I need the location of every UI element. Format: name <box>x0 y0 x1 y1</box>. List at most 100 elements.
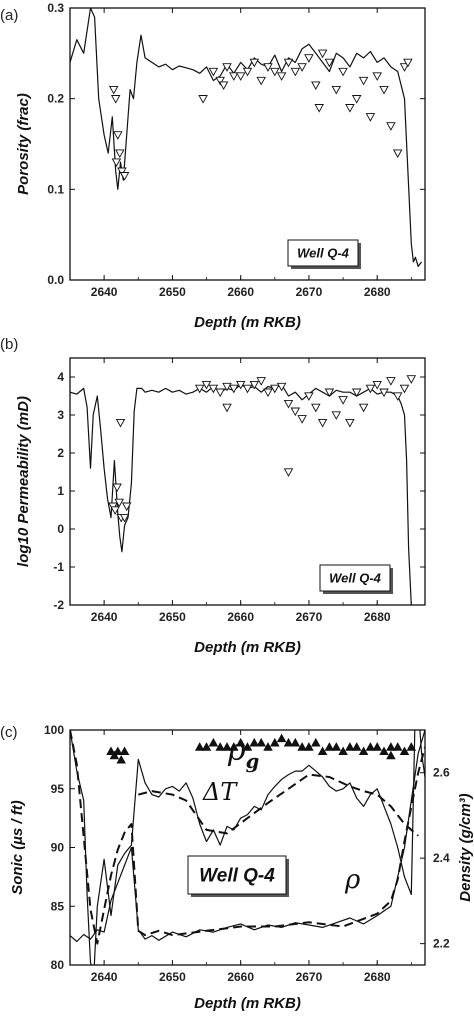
series-4-point <box>372 742 382 751</box>
series-4-point <box>116 754 126 764</box>
series-4-point <box>304 742 314 751</box>
series-4-point <box>297 742 307 751</box>
series-1-point <box>110 95 121 104</box>
series-1-point <box>263 63 273 72</box>
series-4-point <box>215 742 225 751</box>
y-tick-label: 2 <box>57 446 64 460</box>
series-1-point <box>297 415 307 424</box>
x-tick-label: 2650 <box>159 610 186 624</box>
panel-label: (c) <box>0 724 18 741</box>
series-4-point <box>305 718 313 725</box>
series-4-point <box>194 742 205 751</box>
series-1-point <box>119 172 130 181</box>
y-tick-label: 0.2 <box>47 92 64 106</box>
plot-frame <box>69 357 426 606</box>
series-1-point <box>379 85 389 95</box>
series-4-point <box>249 737 260 747</box>
series-4-point <box>373 713 381 720</box>
x-axis-title: Depth (m RKB) <box>194 995 301 1012</box>
x-tick-label: 2650 <box>159 970 186 984</box>
series-4-point <box>365 742 376 751</box>
series-4-point <box>235 737 246 747</box>
x-axis-title: Depth (m RKB) <box>194 314 301 331</box>
series-1-point <box>304 54 314 63</box>
y-tick-label: -1 <box>53 560 64 574</box>
series-1-point <box>331 85 342 95</box>
legend-label: Well Q-4 <box>329 571 382 586</box>
series-1-point <box>215 76 225 86</box>
series-1-point <box>215 388 225 398</box>
x-tick-label: 2640 <box>91 970 118 984</box>
series-1-point <box>229 72 239 81</box>
series-4-point <box>338 746 348 756</box>
series-1-point <box>317 418 328 428</box>
series-1-point <box>276 72 287 81</box>
legend-box <box>319 564 391 592</box>
series-4-point <box>285 709 293 716</box>
x-tick-label: 2680 <box>364 970 391 984</box>
series-1-point <box>372 72 382 81</box>
series-3-line <box>138 773 419 837</box>
series-1-point <box>113 131 123 140</box>
series-4-point <box>119 746 130 756</box>
y-tick-label: -2 <box>53 598 64 612</box>
series-4-point <box>222 742 232 751</box>
legend-box <box>187 855 287 895</box>
y-tick-label: 4 <box>57 370 64 384</box>
series-1-point <box>324 58 335 68</box>
series-1-point <box>311 403 321 413</box>
series-1-point <box>270 384 280 394</box>
series-1-point <box>283 58 294 68</box>
series-4-point <box>324 742 335 751</box>
series-4-point <box>201 742 212 751</box>
series-1-point <box>399 63 410 72</box>
y-axis-title: log10 Permeability (mD) <box>15 396 32 567</box>
series-1-point <box>115 418 126 428</box>
series-1-point <box>283 468 294 477</box>
curve-annotation-2: ρ <box>344 865 361 895</box>
series-1-point <box>263 388 273 398</box>
chart-panel-c: (c) 2640 2650 2660 2670 2680 80 85 90 95 100 2.2 2.4… <box>0 709 474 1012</box>
x-axis-title: Depth (m RKB) <box>194 639 301 656</box>
series-4-point <box>113 746 123 756</box>
series-1-point <box>110 506 120 515</box>
series-1-point <box>351 388 362 398</box>
series-1-point <box>229 384 239 394</box>
y-tick-label: 0.1 <box>47 182 64 196</box>
curve-annotation-1: ΔT <box>202 778 238 806</box>
plot-area <box>70 8 423 267</box>
series-1-point <box>198 95 208 104</box>
series-1-point <box>365 384 376 394</box>
curve-annotation-0: ρg <box>227 733 259 773</box>
legend-label: Well Q-4 <box>199 866 275 887</box>
series-1-point <box>372 380 382 390</box>
series-1-point <box>399 384 410 394</box>
series-4-point <box>379 746 389 756</box>
y-right-tick-label: 2.6 <box>433 766 450 780</box>
x-tick-label: 2670 <box>296 610 323 624</box>
series-1-point <box>379 388 389 398</box>
series-4-point <box>331 742 342 751</box>
x-tick-label: 2680 <box>364 285 391 299</box>
plot-area <box>70 709 425 965</box>
y-tick-label: 95 <box>51 782 65 796</box>
series-1-point <box>114 498 124 508</box>
series-1-point <box>242 384 253 394</box>
series-1-point <box>242 67 253 77</box>
x-tick-label: 2660 <box>227 610 254 624</box>
series-1-point <box>392 149 403 159</box>
series-1-point <box>249 380 260 390</box>
series-1-point <box>117 167 127 177</box>
y-tick-label: 0 <box>57 522 64 536</box>
series-1-point <box>222 403 232 413</box>
series-1-point <box>222 382 232 392</box>
chart-panel-b: (b) 2640 2650 2660 2670 2680 -2 -1 0 1 2 3 4 Depth (m… <box>0 336 426 656</box>
x-tick-label: 2680 <box>364 610 391 624</box>
series-1-point <box>358 76 369 86</box>
series-4-point <box>256 737 266 747</box>
y-axis-title: Porosity (frac) <box>15 93 32 195</box>
series-4-point <box>242 742 253 751</box>
series-4-point <box>270 737 280 747</box>
series-1-point <box>324 388 335 398</box>
series-1-point <box>403 58 413 68</box>
